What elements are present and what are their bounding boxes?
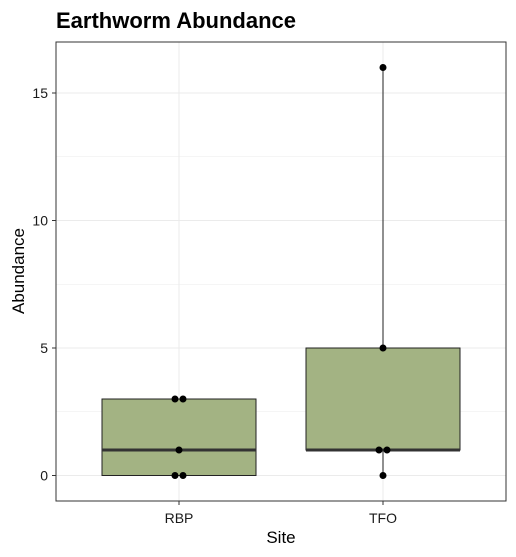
data-point (375, 446, 383, 454)
y-tick-label: 15 (32, 85, 48, 101)
data-point (171, 472, 179, 479)
boxes (101, 67, 461, 476)
box-tfo (305, 347, 461, 451)
x-axis: RBP TFO (165, 501, 397, 526)
data-point (379, 344, 387, 352)
y-axis-title: Abundance (9, 228, 28, 314)
data-point (171, 395, 179, 403)
x-tick-label: RBP (165, 510, 194, 526)
chart-title: Earthworm Abundance (56, 8, 296, 33)
y-tick-label: 10 (32, 213, 48, 229)
x-tick-label: TFO (369, 510, 397, 526)
y-tick-label: 0 (40, 468, 48, 484)
data-point (383, 446, 391, 454)
y-tick-label: 5 (40, 340, 48, 356)
data-points (171, 64, 391, 479)
y-axis: 0 5 10 15 (32, 85, 56, 484)
data-point (179, 395, 187, 403)
panel-border (55, 41, 507, 502)
data-point (379, 64, 387, 71)
x-axis-title: Site (266, 528, 295, 547)
data-point (179, 472, 187, 479)
data-point (379, 472, 387, 479)
data-point (175, 446, 183, 454)
box-rbp (101, 398, 257, 476)
